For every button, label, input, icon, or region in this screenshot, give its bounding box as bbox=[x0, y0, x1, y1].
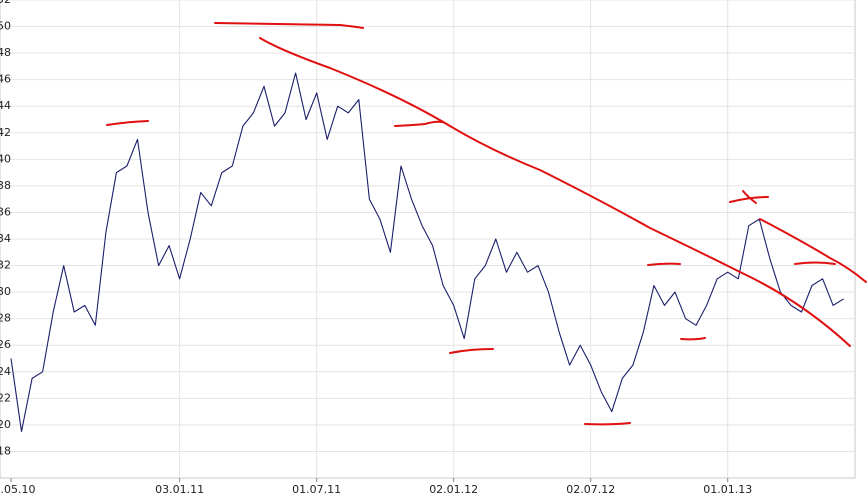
y-tick-label: 30 bbox=[0, 285, 11, 298]
x-tick-label: 01.07.11 bbox=[292, 483, 341, 496]
annotation bbox=[214, 22, 364, 29]
grid bbox=[0, 0, 855, 482]
annotation bbox=[794, 261, 836, 265]
y-tick-label: 40 bbox=[0, 152, 11, 165]
y-tick-label: 28 bbox=[0, 312, 11, 325]
y-tick-label: 34 bbox=[0, 232, 11, 245]
y-tick-label: 46 bbox=[0, 73, 11, 86]
y-tick-label: 42 bbox=[0, 126, 11, 139]
x-tick-label: 03.01.11 bbox=[155, 483, 204, 496]
x-tick-label: 02.01.12 bbox=[429, 483, 478, 496]
annotations bbox=[106, 22, 867, 426]
annotation bbox=[647, 262, 681, 266]
y-tick-label: 44 bbox=[0, 99, 11, 112]
y-tick-label: 32 bbox=[0, 259, 11, 272]
axis-labels: 18 20 22 24 26 28 30 32 34 36 38 40 42 44 46 48 50 52 28.0… bbox=[0, 0, 752, 496]
annotation bbox=[759, 218, 867, 283]
y-tick-label: 26 bbox=[0, 338, 11, 351]
x-tick-label: 02.07.12 bbox=[566, 483, 615, 496]
x-tick-label: 28.05.10 bbox=[0, 483, 35, 496]
x-tick-label: 01.01.13 bbox=[703, 483, 752, 496]
y-tick-label: 38 bbox=[0, 179, 11, 192]
annotation bbox=[449, 348, 494, 354]
y-tick-label: 48 bbox=[0, 46, 11, 59]
y-tick-label: 20 bbox=[0, 418, 11, 431]
annotation bbox=[394, 120, 443, 127]
y-tick-label: 18 bbox=[0, 444, 11, 457]
y-tick-label: 24 bbox=[0, 365, 11, 378]
annotation bbox=[742, 190, 757, 204]
series bbox=[10, 72, 844, 433]
annotation bbox=[106, 120, 149, 126]
annotation bbox=[584, 422, 631, 426]
annotation bbox=[259, 37, 851, 347]
price-line bbox=[10, 72, 844, 433]
y-tick-label: 52 bbox=[0, 0, 11, 6]
y-tick-label: 36 bbox=[0, 205, 11, 218]
y-tick-label: 22 bbox=[0, 391, 11, 404]
annotation bbox=[680, 337, 706, 341]
y-tick-label: 50 bbox=[0, 20, 11, 33]
